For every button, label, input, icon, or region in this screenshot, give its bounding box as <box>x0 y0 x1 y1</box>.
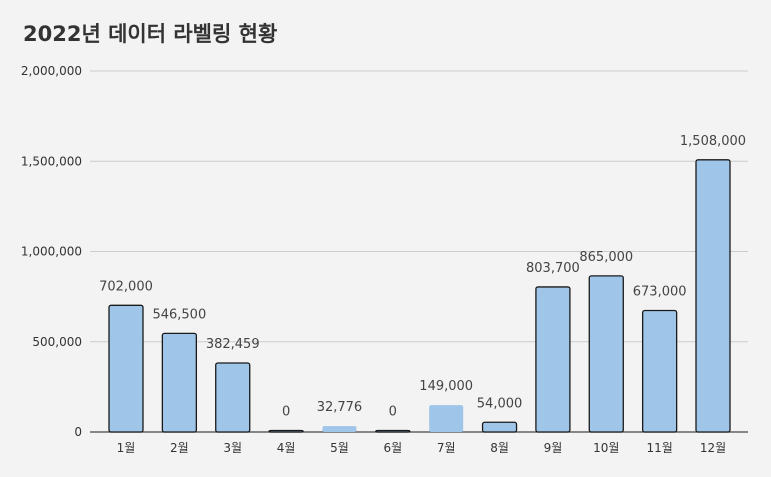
y-tick-label: 500,000 <box>32 335 82 349</box>
y-tick-label: 1,500,000 <box>21 154 82 168</box>
x-tick-label: 10월 <box>593 441 619 455</box>
data-label: 1,508,000 <box>680 134 746 149</box>
data-label: 54,000 <box>477 396 523 411</box>
data-label: 32,776 <box>317 400 363 415</box>
bar <box>481 421 518 433</box>
data-label: 382,459 <box>206 337 260 352</box>
chart-title: 2022년 데이터 라벨링 현황 <box>23 22 278 46</box>
x-tick-label: 2월 <box>170 441 189 455</box>
bar <box>215 362 251 433</box>
data-label: 149,000 <box>419 379 473 394</box>
data-label: 0 <box>282 405 290 420</box>
data-label: 673,000 <box>633 285 687 300</box>
x-tick-label: 4월 <box>277 441 296 455</box>
data-label: 702,000 <box>99 279 153 294</box>
bar <box>588 275 624 433</box>
x-tick-label: 9월 <box>544 441 563 455</box>
bar <box>322 426 357 432</box>
y-tick-label: 0 <box>74 425 82 439</box>
bar <box>535 286 571 433</box>
x-tick-label: 3월 <box>223 441 242 455</box>
x-tick-label: 8월 <box>490 441 509 455</box>
bar <box>695 159 731 433</box>
y-tick-label: 1,000,000 <box>21 245 82 259</box>
data-label: 0 <box>389 405 397 420</box>
bar <box>268 429 304 433</box>
bar <box>161 332 198 433</box>
bar <box>108 304 144 433</box>
y-tick-label: 2,000,000 <box>21 64 82 78</box>
x-tick-label: 12월 <box>700 441 726 455</box>
data-label: 546,500 <box>152 307 206 322</box>
bar <box>375 429 411 433</box>
x-tick-label: 5월 <box>330 441 349 455</box>
x-tick-label: 11월 <box>646 441 672 455</box>
x-tick-label: 7월 <box>437 441 456 455</box>
bar <box>429 405 464 432</box>
x-tick-label: 1월 <box>117 441 136 455</box>
bar <box>641 309 678 433</box>
data-label: 803,700 <box>526 261 580 276</box>
x-tick-label: 6월 <box>383 441 402 455</box>
data-label: 865,000 <box>579 250 633 265</box>
